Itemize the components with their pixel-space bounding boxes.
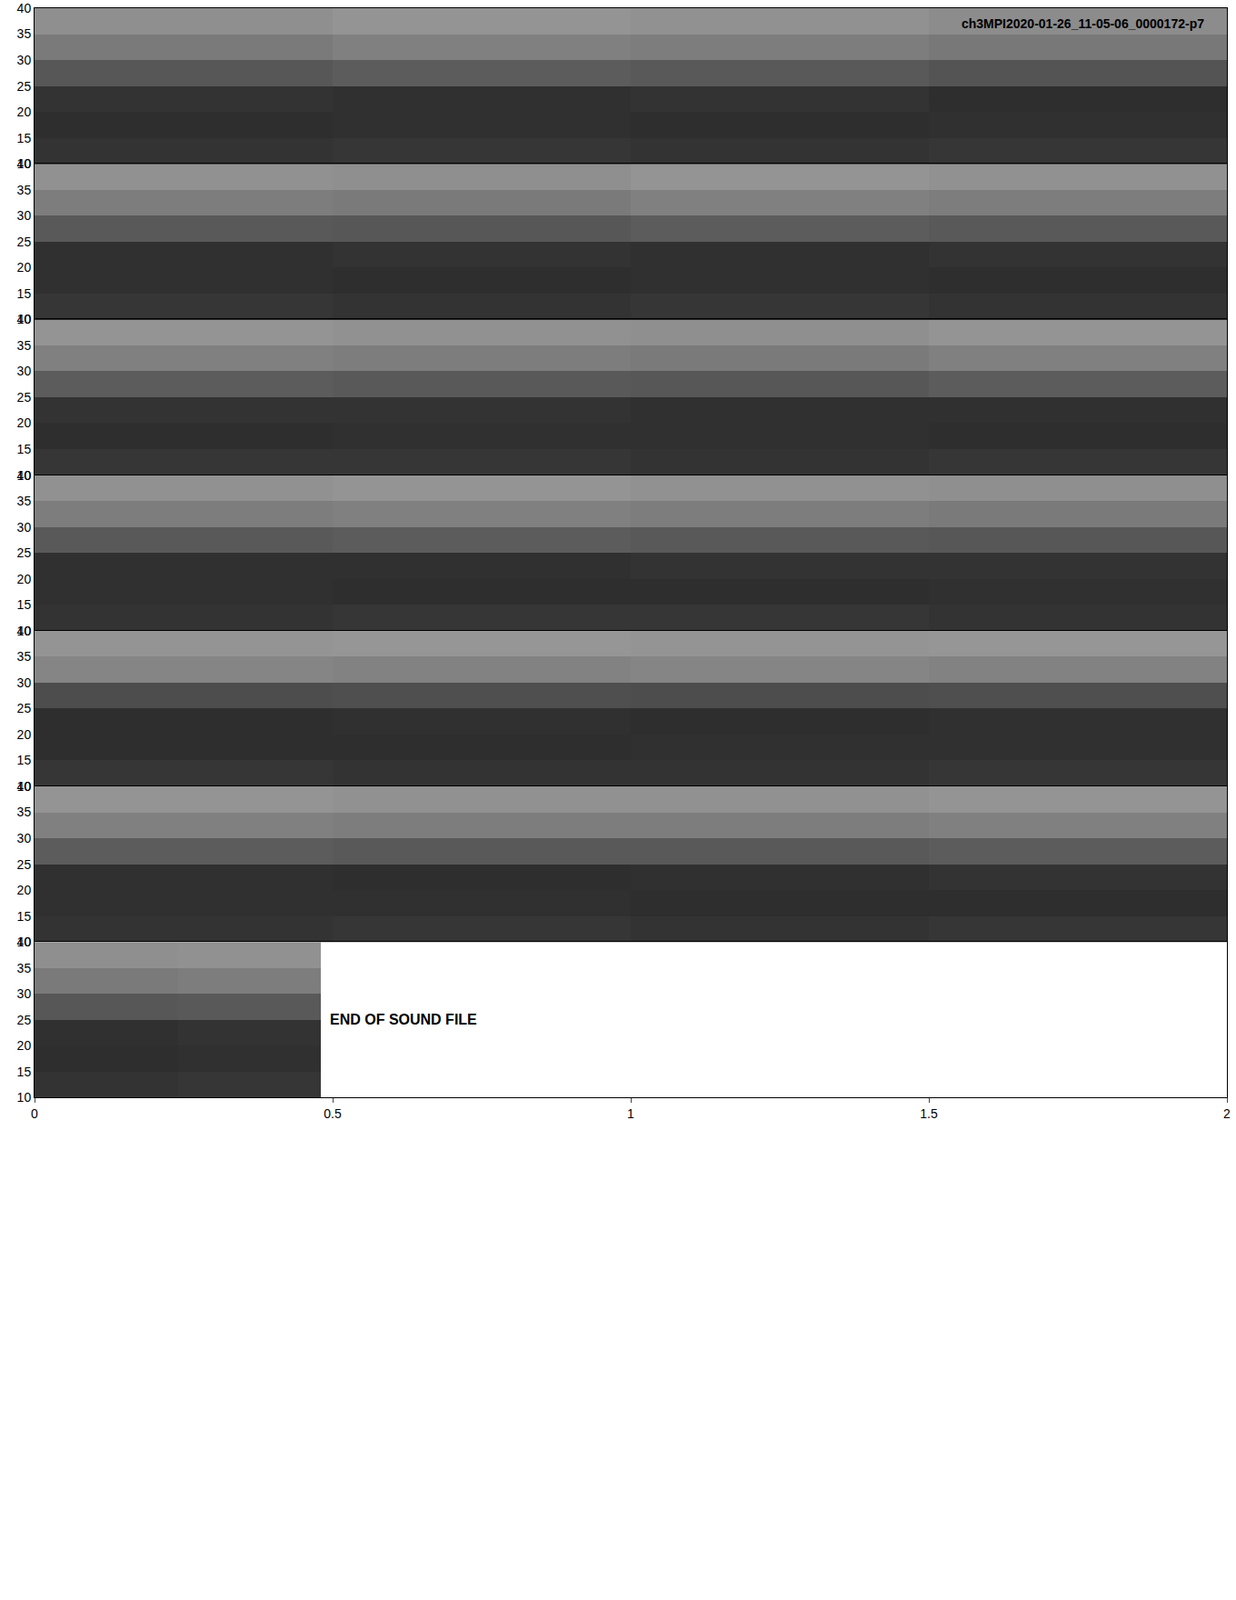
svg-text:25: 25 (17, 545, 32, 560)
svg-text:35: 35 (17, 804, 32, 819)
svg-text:20: 20 (17, 727, 32, 742)
svg-text:10: 10 (17, 934, 32, 949)
svg-text:10: 10 (17, 468, 32, 483)
svg-text:15: 15 (17, 908, 32, 924)
svg-text:40: 40 (17, 156, 32, 171)
svg-text:30: 30 (17, 52, 32, 68)
svg-text:35: 35 (17, 182, 32, 198)
svg-text:20: 20 (17, 259, 32, 275)
svg-text:1.5: 1.5 (919, 1106, 938, 1121)
svg-text:0: 0 (30, 1106, 39, 1121)
svg-text:30: 30 (17, 675, 32, 690)
svg-text:15: 15 (17, 597, 32, 612)
svg-text:10: 10 (17, 1089, 32, 1105)
svg-text:20: 20 (17, 882, 32, 898)
svg-text:25: 25 (17, 389, 32, 405)
svg-text:25: 25 (17, 857, 32, 872)
svg-text:0.5: 0.5 (323, 1106, 342, 1121)
svg-text:25: 25 (17, 1012, 32, 1027)
svg-text:20: 20 (17, 571, 32, 587)
svg-text:10: 10 (17, 156, 32, 171)
svg-text:20: 20 (17, 415, 32, 430)
svg-text:10: 10 (17, 311, 32, 327)
svg-text:END OF SOUND FILE: END OF SOUND FILE (329, 1011, 478, 1027)
svg-text:25: 25 (17, 234, 32, 250)
svg-text:35: 35 (17, 338, 32, 353)
svg-text:30: 30 (17, 986, 32, 1001)
svg-text:40: 40 (17, 468, 32, 483)
svg-text:10: 10 (17, 623, 32, 638)
svg-text:35: 35 (17, 960, 32, 976)
svg-text:40: 40 (17, 934, 32, 949)
svg-text:15: 15 (17, 752, 32, 768)
svg-text:20: 20 (17, 104, 32, 120)
svg-text:40: 40 (17, 0, 32, 16)
svg-text:35: 35 (17, 493, 32, 509)
svg-text:15: 15 (17, 441, 32, 457)
svg-text:25: 25 (17, 700, 32, 716)
svg-text:15: 15 (17, 1064, 32, 1079)
svg-text:35: 35 (17, 26, 32, 41)
svg-text:30: 30 (17, 363, 32, 379)
svg-text:15: 15 (17, 130, 32, 146)
svg-text:40: 40 (17, 311, 32, 327)
svg-text:1: 1 (627, 1106, 635, 1121)
svg-text:10: 10 (17, 778, 32, 794)
svg-text:20: 20 (17, 1037, 32, 1053)
svg-text:25: 25 (17, 79, 32, 94)
svg-text:ch3MPI2020-01-26_11-05-06_0000: ch3MPI2020-01-26_11-05-06_0000172-p7 (961, 16, 1205, 31)
svg-text:15: 15 (17, 286, 32, 301)
svg-text:30: 30 (17, 830, 32, 846)
svg-text:40: 40 (17, 778, 32, 794)
svg-text:30: 30 (17, 519, 32, 535)
svg-text:30: 30 (17, 208, 32, 223)
svg-text:40: 40 (17, 623, 32, 638)
svg-text:2: 2 (1223, 1106, 1231, 1121)
svg-text:35: 35 (17, 648, 32, 664)
